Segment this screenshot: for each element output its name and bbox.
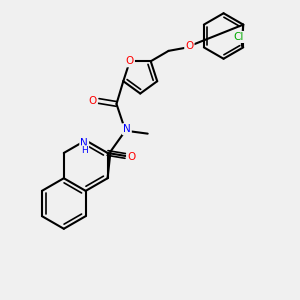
Text: O: O bbox=[127, 152, 136, 162]
Text: N: N bbox=[123, 124, 131, 134]
Text: O: O bbox=[88, 96, 97, 106]
Text: Cl: Cl bbox=[234, 32, 244, 42]
Text: O: O bbox=[185, 41, 194, 51]
Text: H: H bbox=[81, 146, 88, 155]
Text: N: N bbox=[80, 138, 88, 148]
Text: O: O bbox=[126, 56, 134, 66]
